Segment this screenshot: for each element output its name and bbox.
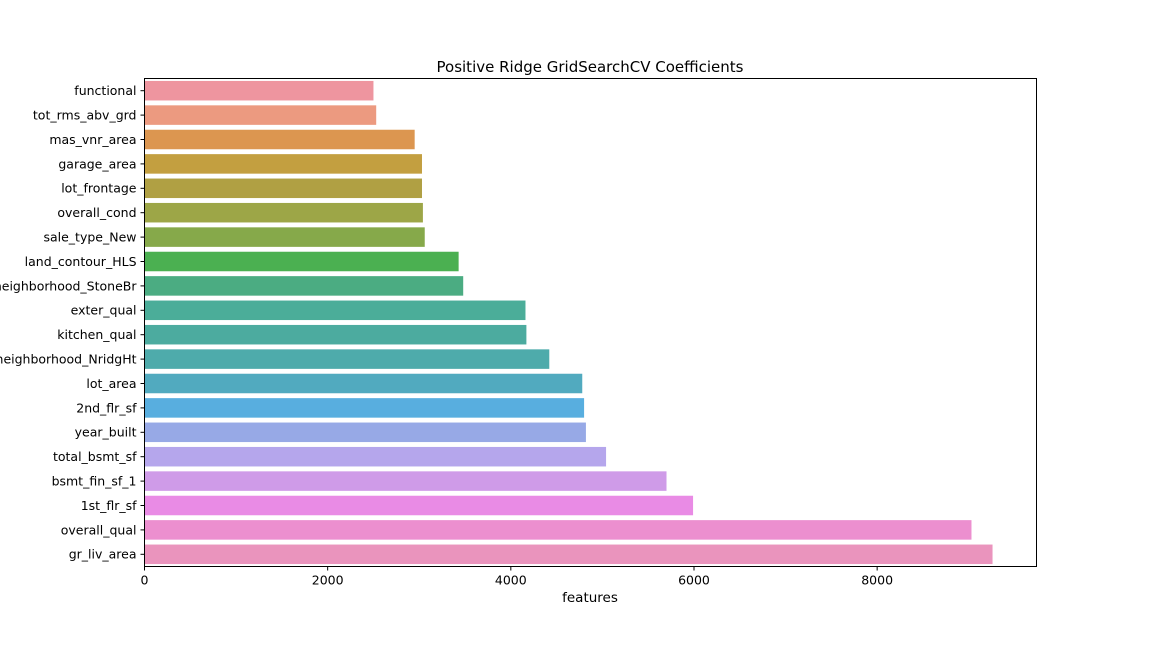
bar-overall_cond bbox=[144, 202, 423, 223]
bar-kitchen_qual bbox=[144, 324, 527, 345]
bar-2nd_flr_sf bbox=[144, 398, 585, 418]
bar-total_bsmt_sf bbox=[144, 446, 607, 467]
bar-neighborhood_NridgHt bbox=[144, 349, 550, 369]
y-tick-label: tot_rms_abv_grd bbox=[33, 107, 137, 122]
chart-title: Positive Ridge GridSearchCV Coefficients bbox=[437, 58, 744, 76]
y-tick-label: exter_qual bbox=[71, 303, 137, 318]
bar-gr_liv_area bbox=[144, 544, 993, 565]
y-tick-label: gr_liv_area bbox=[69, 547, 137, 562]
y-tick-labels: functional tot_rms_abv_grd mas_vnr_areagar… bbox=[0, 83, 145, 562]
y-tick-label: neighborhood_StoneBr bbox=[0, 278, 137, 293]
x-tick-label: 8000 bbox=[861, 573, 893, 588]
bar-overall_qual bbox=[144, 520, 972, 540]
y-tick-label: 1st_flr_sf bbox=[81, 498, 137, 513]
x-tick-label: 0 bbox=[141, 573, 149, 588]
bar-garage_area bbox=[144, 154, 422, 174]
bar-bsmt_fin_sf_1 bbox=[144, 471, 667, 491]
x-tick-label: 4000 bbox=[495, 573, 527, 588]
bar-lot_area bbox=[144, 373, 583, 394]
x-tick-label: 6000 bbox=[678, 573, 710, 588]
bars-group bbox=[144, 80, 993, 565]
x-axis-label: features bbox=[562, 590, 618, 606]
y-tick-label: neighborhood_NridgHt bbox=[0, 351, 137, 366]
y-tick-label: garage_area bbox=[58, 156, 136, 171]
bar-sale_type_New bbox=[144, 227, 425, 247]
bar-neighborhood_StoneBr bbox=[144, 276, 464, 296]
bar-year_built bbox=[144, 422, 586, 443]
bar-1st_flr_sf bbox=[144, 495, 694, 516]
plot-frame bbox=[144, 78, 1037, 567]
y-tick-label: sale_type_New bbox=[43, 229, 136, 244]
y-tick-label: lot_frontage bbox=[61, 181, 137, 196]
y-tick-label: total_bsmt_sf bbox=[53, 449, 137, 464]
bar-mas_vnr_area bbox=[144, 129, 415, 150]
x-tick-label: 2000 bbox=[312, 573, 344, 588]
y-tick-label: mas_vnr_area bbox=[49, 132, 136, 147]
y-tick-label: lot_area bbox=[86, 376, 136, 391]
bar-functional bbox=[144, 80, 374, 101]
y-tick-label: 2nd_flr_sf bbox=[76, 400, 137, 415]
x-axis-ticks: 0 2000 4000 6000 8000 bbox=[141, 566, 893, 588]
bar-land_contour_HLS bbox=[144, 251, 459, 272]
y-tick-label: land_contour_HLS bbox=[25, 254, 137, 269]
y-tick-label: overall_qual bbox=[61, 522, 137, 537]
y-tick-label: bsmt_fin_sf_1 bbox=[52, 473, 137, 488]
bar-lot_frontage bbox=[144, 178, 422, 199]
bar-exter_qual bbox=[144, 300, 526, 321]
y-tick-label: kitchen_qual bbox=[57, 327, 136, 342]
y-tick-label: functional bbox=[74, 83, 136, 98]
y-tick-label: year_built bbox=[75, 425, 137, 440]
y-tick-label: overall_cond bbox=[57, 205, 136, 220]
bar-tot_rms_abv_grd bbox=[144, 105, 377, 125]
